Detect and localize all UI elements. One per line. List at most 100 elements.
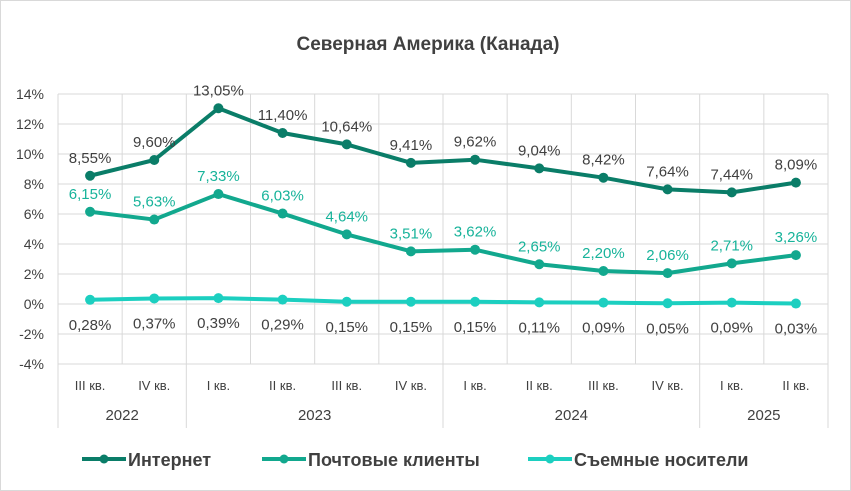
data-label: 13,05% bbox=[193, 82, 244, 99]
data-label: 2,65% bbox=[518, 238, 561, 255]
data-label: 9,04% bbox=[518, 142, 561, 159]
y-tick-label: 14% bbox=[16, 86, 44, 102]
legend-marker-icon bbox=[279, 454, 289, 464]
x-tick-label: I кв. bbox=[463, 378, 486, 393]
data-point bbox=[277, 128, 288, 138]
data-point bbox=[341, 229, 352, 240]
data-label: 2,06% bbox=[646, 247, 689, 264]
y-tick-label: 2% bbox=[24, 266, 44, 282]
data-label: 5,63% bbox=[133, 194, 176, 211]
y-tick-label: 10% bbox=[16, 146, 44, 162]
data-label: 7,64% bbox=[646, 163, 689, 180]
data-label: 9,62% bbox=[454, 134, 497, 151]
data-point bbox=[341, 296, 352, 307]
data-label: 0,28% bbox=[69, 317, 112, 334]
series-line bbox=[90, 296, 796, 306]
data-point bbox=[726, 187, 737, 198]
data-label: 11,40% bbox=[258, 107, 308, 124]
data-label: 10,64% bbox=[321, 118, 372, 135]
y-tick-label: 0% bbox=[24, 296, 44, 312]
data-point bbox=[213, 103, 224, 114]
year-label: 2023 bbox=[298, 407, 331, 424]
series-line bbox=[89, 192, 797, 276]
data-point bbox=[213, 189, 224, 200]
data-label: 9,41% bbox=[390, 137, 433, 154]
data-point bbox=[790, 298, 801, 309]
data-point bbox=[405, 157, 416, 168]
series-line bbox=[89, 106, 797, 195]
legend-label: Почтовые клиенты bbox=[308, 450, 480, 470]
x-tick-label: IV кв. bbox=[652, 378, 684, 393]
year-label: 2025 bbox=[747, 407, 780, 424]
data-label: 7,44% bbox=[710, 166, 753, 183]
data-point bbox=[470, 244, 481, 255]
data-point bbox=[213, 293, 224, 304]
data-label: 2,71% bbox=[710, 237, 753, 254]
data-label: 2,20% bbox=[582, 245, 625, 262]
data-point bbox=[662, 298, 673, 309]
data-label: 0,29% bbox=[261, 317, 304, 334]
data-label: 3,51% bbox=[390, 225, 433, 242]
y-tick-label: 6% bbox=[24, 206, 44, 222]
data-label: 0,15% bbox=[325, 319, 368, 336]
data-point bbox=[405, 296, 416, 307]
data-label: 0,15% bbox=[454, 319, 497, 336]
x-tick-label: II кв. bbox=[269, 378, 296, 393]
x-tick-label: III кв. bbox=[588, 378, 619, 393]
y-tick-label: 4% bbox=[24, 236, 44, 252]
data-point bbox=[598, 297, 609, 308]
data-point bbox=[598, 172, 609, 183]
data-point bbox=[790, 250, 801, 261]
x-tick-label: II кв. bbox=[782, 378, 809, 393]
data-point bbox=[149, 293, 160, 304]
data-label: 0,11% bbox=[519, 319, 560, 336]
data-point bbox=[726, 297, 737, 308]
legend-label: Интернет bbox=[128, 450, 211, 470]
data-point bbox=[405, 246, 416, 257]
data-label: 6,15% bbox=[69, 186, 112, 203]
data-label: 0,15% bbox=[390, 319, 433, 336]
year-label: 2024 bbox=[555, 407, 588, 424]
y-tick-label: -2% bbox=[19, 326, 44, 342]
data-label: 8,42% bbox=[582, 152, 625, 169]
data-label: 8,09% bbox=[775, 157, 818, 174]
data-point bbox=[534, 259, 545, 270]
data-point bbox=[662, 184, 673, 195]
chart-title: Северная Америка (Канада) bbox=[296, 34, 559, 55]
data-point bbox=[598, 266, 609, 276]
y-tick-label: 12% bbox=[16, 116, 44, 132]
data-point bbox=[149, 214, 160, 225]
data-label: 3,62% bbox=[454, 224, 497, 241]
data-label: 0,05% bbox=[646, 320, 689, 337]
data-label: 0,37% bbox=[133, 315, 176, 332]
data-point bbox=[149, 155, 160, 165]
data-label: 0,39% bbox=[197, 315, 240, 332]
data-point bbox=[662, 268, 673, 279]
data-point bbox=[277, 294, 288, 305]
data-label: 0,03% bbox=[775, 321, 818, 338]
data-point bbox=[534, 297, 545, 308]
data-point bbox=[790, 177, 801, 188]
x-tick-label: III кв. bbox=[331, 378, 362, 393]
data-label: 8,55% bbox=[69, 150, 112, 167]
data-point bbox=[470, 154, 481, 165]
legend-label: Съемные носители bbox=[574, 450, 749, 470]
data-point bbox=[341, 139, 352, 150]
data-point bbox=[85, 206, 96, 217]
x-tick-label: IV кв. bbox=[138, 378, 170, 393]
legend-marker-icon bbox=[99, 454, 109, 464]
data-label: 7,33% bbox=[197, 168, 240, 185]
data-point bbox=[277, 208, 288, 219]
y-tick-label: 8% bbox=[24, 176, 44, 192]
data-label: 0,09% bbox=[582, 320, 625, 337]
data-label: 9,60% bbox=[133, 134, 176, 151]
data-point bbox=[534, 163, 545, 174]
data-label: 4,64% bbox=[325, 208, 368, 225]
data-point bbox=[85, 170, 96, 181]
data-label: 6,03% bbox=[261, 188, 304, 205]
data-point bbox=[726, 258, 737, 269]
x-tick-label: III кв. bbox=[75, 378, 106, 393]
data-label: 0,09% bbox=[710, 320, 753, 337]
year-label: 2022 bbox=[105, 407, 138, 424]
